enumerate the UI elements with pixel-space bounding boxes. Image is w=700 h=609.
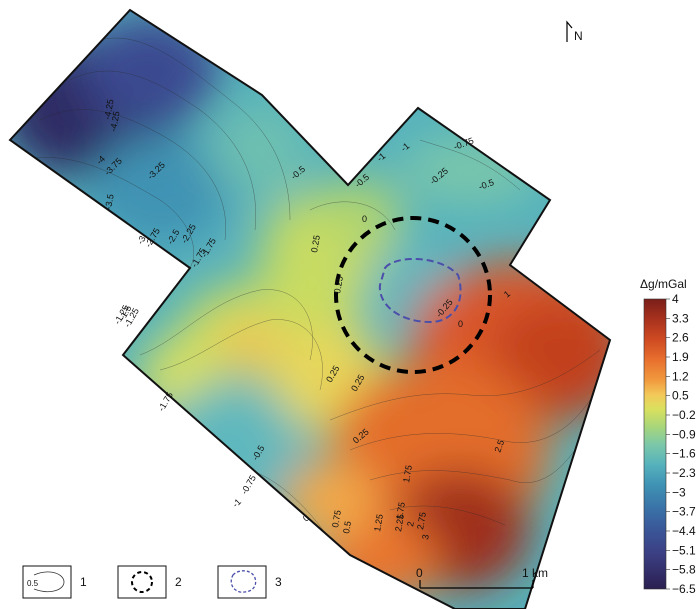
contour-label: 1.75 (401, 464, 414, 483)
legend-sample-label: 0.5 (27, 579, 39, 588)
crater-rim-circle (334, 216, 492, 374)
anomaly-surface (10, 10, 610, 609)
contour-label: -1 (230, 497, 243, 510)
colorbar-tick-label: −5.1 (672, 543, 696, 557)
colorbar-ramp (643, 298, 667, 590)
colorbar-tick-label: 0.5 (672, 389, 689, 403)
colorbar-tick-label: 4 (672, 292, 679, 306)
legend-item-rim: 2 (117, 565, 182, 599)
legend-item-contour: 0.5 1 (22, 565, 87, 599)
contour-label: 3 (420, 534, 431, 541)
contour-label: 2.25 (393, 513, 406, 532)
colorbar-tick-label: 3.3 (672, 311, 689, 325)
colorbar-tick-label: 2.6 (672, 331, 689, 345)
contour-label: -3.5 (103, 193, 116, 210)
contour-label: 0 (301, 513, 311, 524)
contour-label: 2 (405, 521, 416, 528)
legend-number-2: 2 (175, 575, 182, 589)
colorbar-tick-label: −2.3 (672, 466, 696, 480)
colorbar-tick-label: −0.9 (672, 427, 696, 441)
colorbar-tick-label: −3.7 (672, 505, 696, 519)
colorbar-tick-label: −3 (672, 485, 686, 499)
contour-label: 1.25 (372, 513, 385, 532)
contour-label: -0.75 (239, 473, 258, 496)
contour-label: -4.25 (102, 98, 115, 120)
contour-label: 0.75 (330, 509, 343, 528)
scale-start: 0 (416, 566, 423, 580)
contour-label: 0.25 (309, 234, 322, 253)
north-label: N (574, 29, 583, 43)
legend-number-3: 3 (275, 575, 282, 589)
survey-boundary (8, 8, 612, 609)
colorbar-ticks: 4 3.3 2.6 1.9 1.2 0.5 −0.2 −0.9 −1.6 −2.3 −3 −3.7 −4… (666, 292, 696, 596)
contour-label: -3 (135, 234, 148, 246)
contour-label: -4.25 (108, 110, 121, 132)
colorbar: Δg/mGal 4 3.3 2.6 1.9 1.2 0.5 −0.2 −0.9 −1.6 −2.3… (640, 277, 696, 596)
scale-bar: 0 1 km (416, 566, 548, 589)
contour-label: 2.75 (415, 511, 428, 530)
colorbar-tick-label: −5.8 (672, 563, 696, 577)
colorbar-tick-label: 1.2 (672, 369, 689, 383)
legend-number-1: 1 (80, 575, 87, 589)
legend-item-low: 3 (217, 565, 282, 599)
north-arrow: N (566, 20, 583, 43)
legend: 0.5 1 2 3 (22, 565, 282, 599)
colorbar-tick-label: −1.6 (672, 447, 696, 461)
colorbar-tick-label: 1.9 (672, 350, 689, 364)
colorbar-tick-label: −4.4 (672, 524, 696, 538)
contour-label: 1.75 (394, 501, 407, 520)
colorbar-title: Δg/mGal (640, 277, 687, 291)
colorbar-tick-label: −0.2 (672, 408, 696, 422)
colorbar-tick-label: −6.5 (672, 582, 696, 596)
low-anomaly-outline (378, 258, 462, 324)
contour-lines (19, 37, 601, 541)
contour-label: -0.5 (477, 177, 495, 192)
scale-end: 1 km (522, 566, 548, 580)
contour-label: 1 (502, 289, 512, 300)
contour-label: 0 (458, 319, 463, 329)
contour-label: 0.5 (341, 520, 353, 534)
contour-label: 0.25 (332, 275, 345, 294)
contour-label: 0 (362, 214, 367, 224)
contour-label: 2.5 (492, 439, 506, 454)
contour-label: -1.75 (156, 390, 175, 413)
